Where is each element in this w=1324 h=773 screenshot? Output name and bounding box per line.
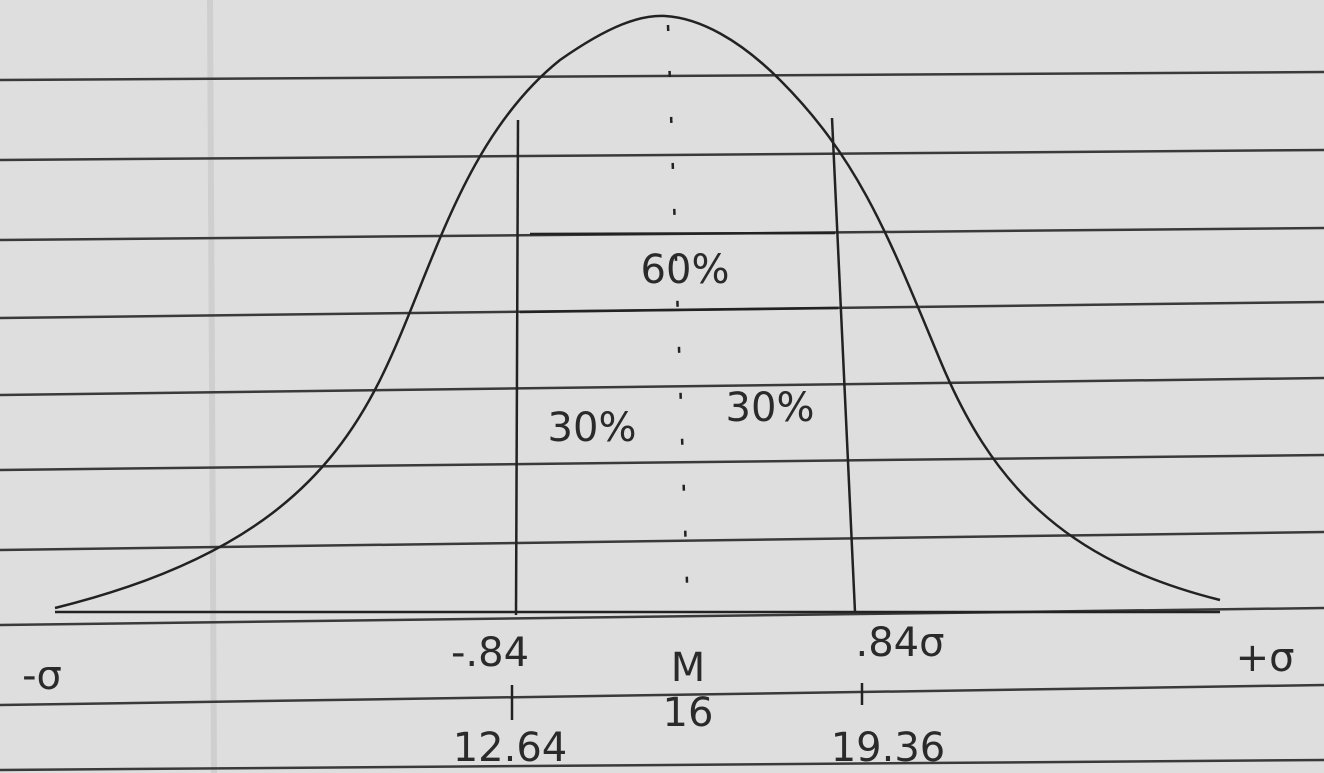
band-line [530,233,835,234]
value-label: 12.64 [453,725,568,771]
z-label: -.84 [451,630,529,676]
page: 60% 30% 30% -.84 M .84σ 12.64 16 19.36 -… [0,0,1324,773]
z-label: M [671,645,706,691]
region-label: 30% [548,405,637,451]
region-label: 60% [641,247,730,293]
sketch: 60% 30% 30% -.84 M .84σ 12.64 16 19.36 -… [0,0,1324,773]
value-label: 19.36 [831,725,946,771]
z-label: .84σ [856,620,945,666]
axis-end-label: +σ [1236,635,1295,681]
margin [210,0,214,773]
region-label: 30% [726,385,815,431]
axis-end-label: -σ [22,653,62,699]
value-label: 16 [663,690,714,736]
